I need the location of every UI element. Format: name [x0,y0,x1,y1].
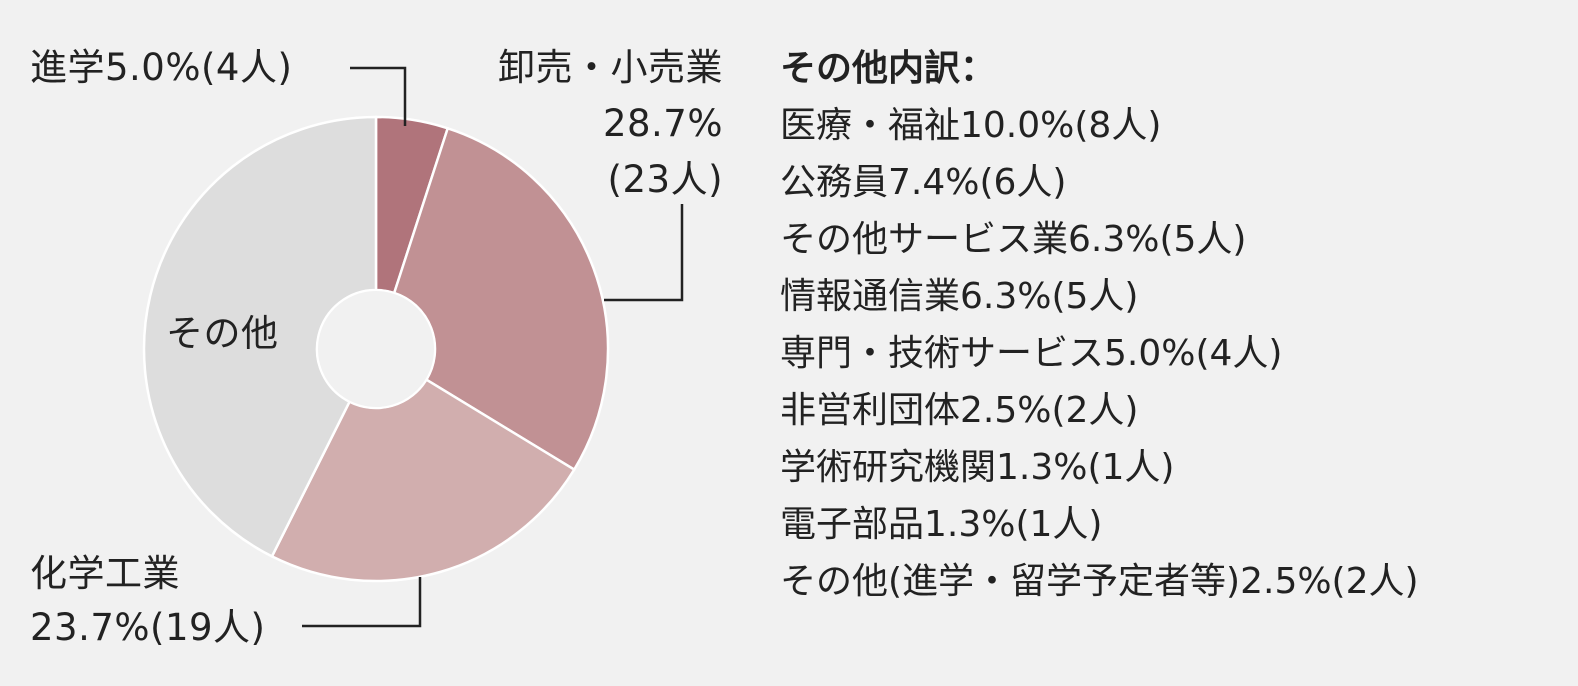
breakdown-title: その他内訳： [780,48,997,89]
breakdown-item: 情報通信業6.3%(5人) [780,276,1139,317]
donut-hole [316,289,436,409]
donut-chart [142,66,684,628]
label-sonota: その他 [166,312,279,355]
breakdown-item: 電子部品1.3%(1人) [780,504,1103,545]
label-kagaku-name: 化学工業 [30,552,180,595]
leader-line-kagaku [302,577,422,628]
label-oroshi-pct: 28.7% [602,102,723,145]
label-oroshi-count: (23人) [607,158,723,201]
label-kagaku-line: 23.7%(19人) [30,606,266,649]
label-shingaku: 進学5.0%(4人) [30,46,293,89]
leader-line-shingaku [350,66,407,126]
leader-line-oroshi [604,204,684,302]
breakdown-item: その他サービス業6.3%(5人) [780,219,1247,260]
label-oroshi-name: 卸売・小売業 [498,46,723,89]
breakdown-item: 公務員7.4%(6人) [780,162,1067,203]
breakdown-item: 学術研究機関1.3%(1人) [780,447,1175,488]
breakdown-item: 医療・福祉10.0%(8人) [780,105,1162,146]
breakdown-item: 非営利団体2.5%(2人) [780,390,1139,431]
breakdown-list: その他内訳： 医療・福祉10.0%(8人) 公務員7.4%(6人) その他サービ… [780,40,1419,610]
breakdown-item: 専門・技術サービス5.0%(4人) [780,333,1283,374]
breakdown-item: その他(進学・留学予定者等)2.5%(2人) [780,561,1419,602]
